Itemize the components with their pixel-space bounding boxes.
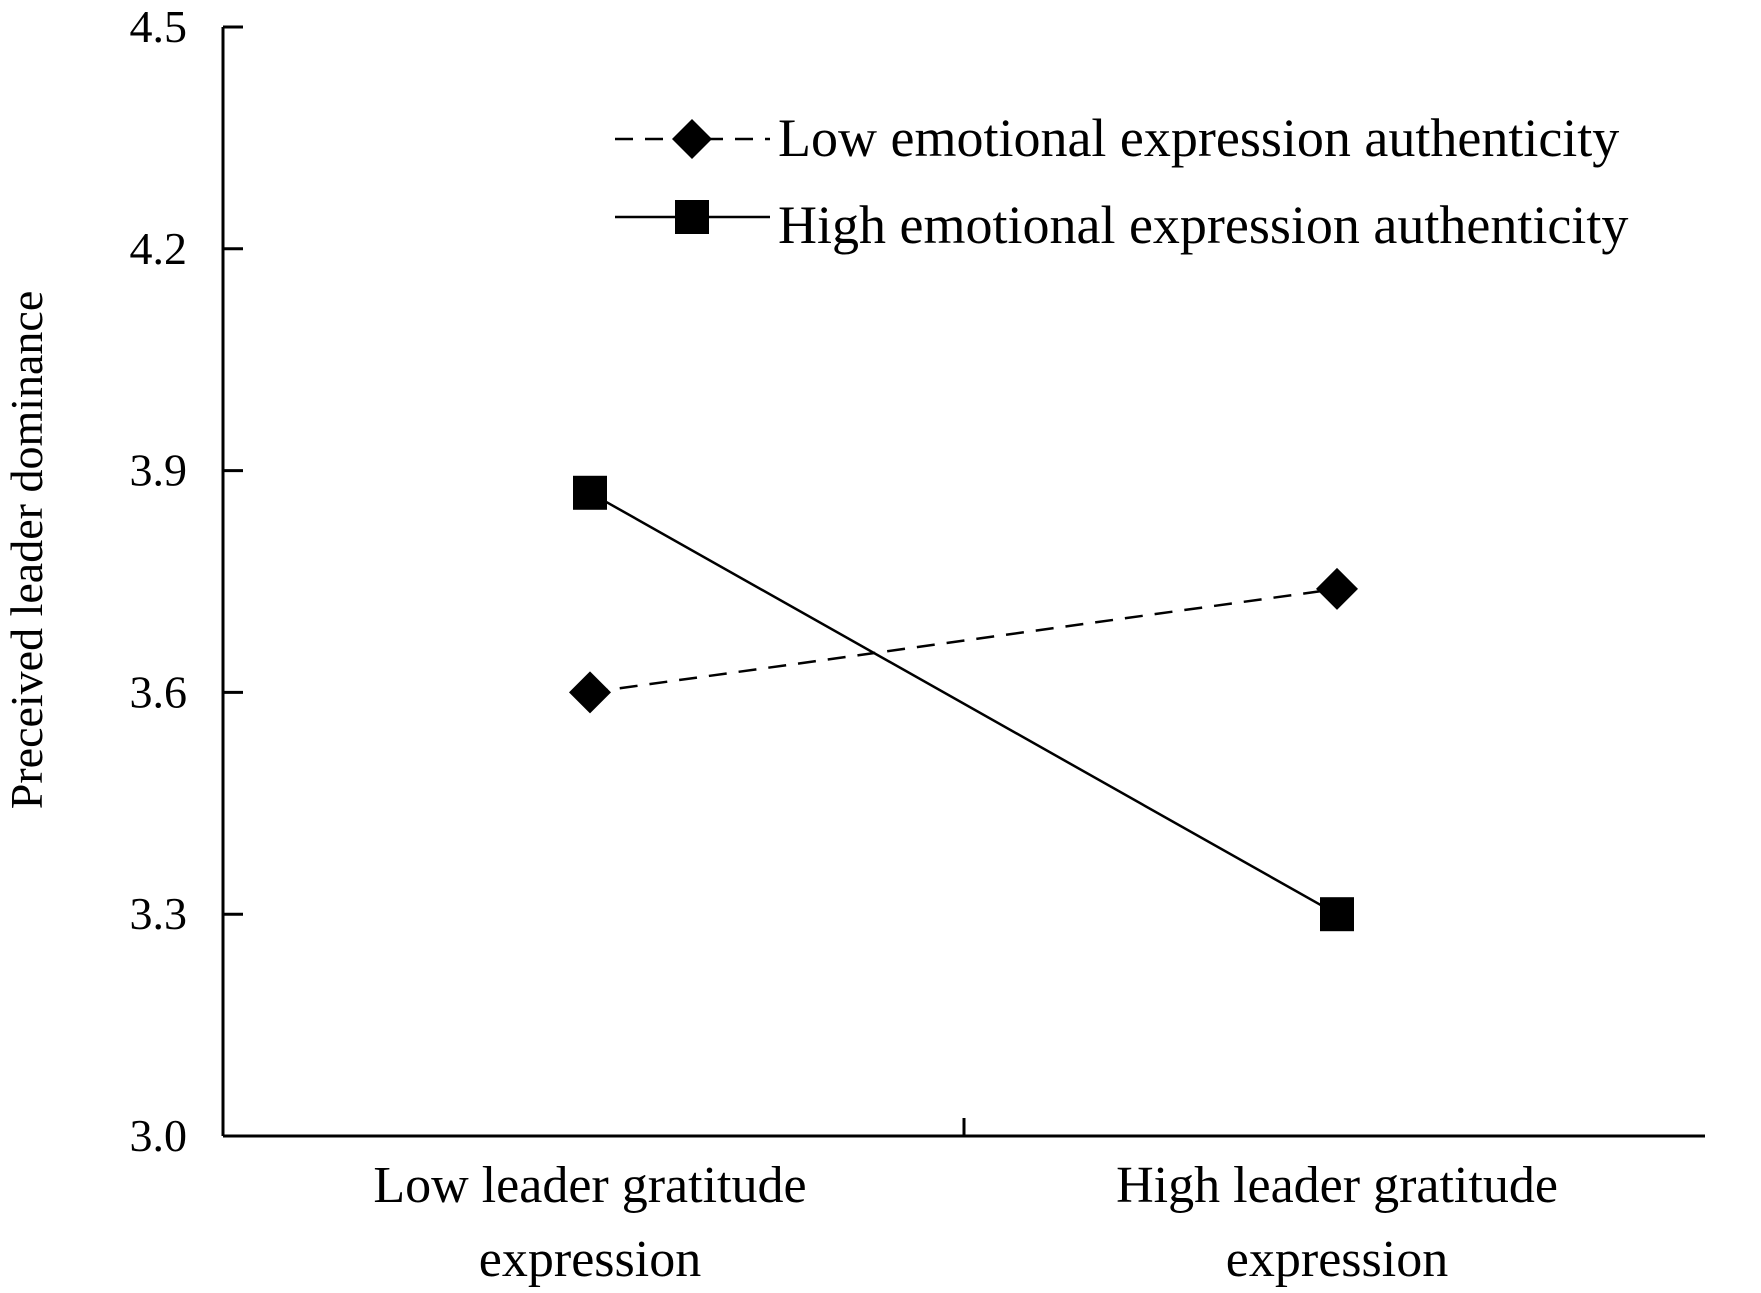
legend-item-high-authenticity: High emotional expression authenticity	[615, 195, 1628, 255]
y-ticks: 3.0 3.3 3.6 3.9 4.2 4.5	[130, 1, 243, 1161]
x-tick-label: expression	[479, 1231, 701, 1288]
y-tick-label: 3.3	[130, 888, 188, 939]
series-line	[589, 587, 1338, 694]
y-axis-title: Preceived leader dominance	[1, 291, 52, 810]
series-line	[589, 491, 1338, 916]
square-marker	[573, 475, 607, 510]
x-tick-labels: Low leader gratitude expression High leade…	[373, 1157, 1557, 1288]
diamond-marker	[569, 671, 611, 714]
legend-item-low-authenticity: Low emotional expression authenticity	[615, 108, 1619, 168]
legend-diamond-marker	[672, 119, 712, 159]
x-tick-label: Low leader gratitude	[373, 1157, 806, 1214]
diamond-marker	[1316, 567, 1358, 610]
square-marker	[1320, 897, 1354, 932]
axes	[221, 27, 1705, 1138]
legend-label-high-authenticity: High emotional expression authenticity	[778, 195, 1628, 255]
y-tick-label: 3.9	[130, 445, 188, 496]
legend-label-low-authenticity: Low emotional expression authenticity	[778, 108, 1619, 168]
legend: Low emotional expression authenticity Hi…	[615, 108, 1628, 255]
x-tick-label: High leader gratitude	[1116, 1157, 1558, 1214]
legend-square-marker	[675, 200, 709, 234]
y-tick-label: 4.5	[130, 1, 188, 52]
y-tick-label: 3.0	[130, 1110, 188, 1161]
y-tick-label: 4.2	[130, 223, 188, 274]
series-layer	[569, 475, 1358, 932]
y-tick-label: 3.6	[130, 666, 188, 717]
x-tick-label: expression	[1226, 1231, 1448, 1288]
